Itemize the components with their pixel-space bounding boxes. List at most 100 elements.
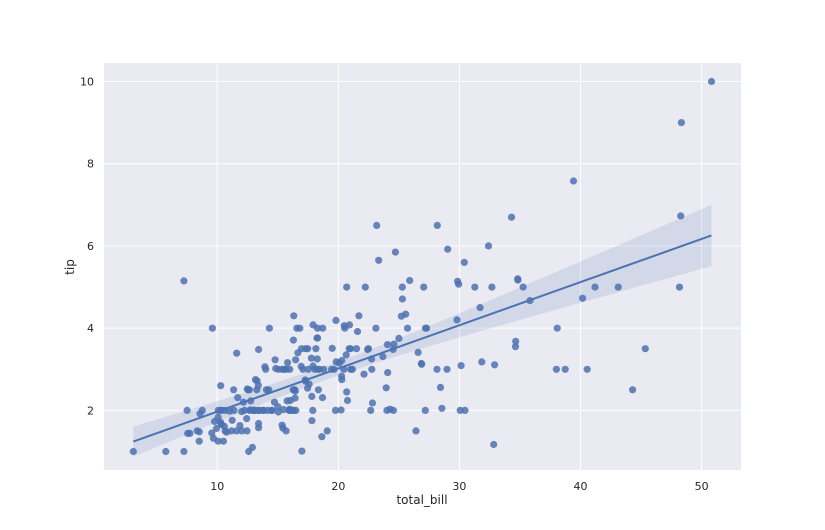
data-point [403, 324, 412, 332]
data-point [367, 406, 375, 414]
data-point [217, 382, 225, 390]
data-point [338, 372, 346, 380]
data-point [343, 283, 351, 291]
data-point [289, 386, 297, 394]
data-point [313, 324, 322, 332]
data-point [553, 324, 561, 332]
data-point [162, 447, 170, 456]
data-point [284, 359, 292, 367]
data-point [512, 337, 520, 345]
data-point [180, 277, 188, 285]
regression-line [132, 234, 712, 443]
data-point [398, 283, 406, 291]
data-point [364, 345, 372, 354]
x-tick-label: 50 [695, 480, 709, 493]
data-point [294, 349, 302, 357]
data-point [223, 428, 231, 436]
data-point [196, 410, 204, 418]
data-point [320, 365, 328, 373]
data-point [347, 365, 355, 373]
data-point [414, 348, 422, 356]
data-point [384, 369, 392, 377]
data-point [129, 447, 137, 456]
data-point [308, 417, 316, 425]
data-point [675, 283, 684, 291]
data-point [343, 388, 351, 396]
data-point [299, 365, 307, 373]
data-point [230, 406, 238, 414]
data-point [491, 361, 499, 369]
data-point [488, 283, 496, 291]
data-point [569, 177, 578, 185]
data-point [233, 349, 241, 357]
data-point [614, 283, 622, 291]
data-point [245, 447, 253, 456]
data-point [471, 283, 479, 291]
data-point [398, 295, 406, 303]
data-point [262, 365, 270, 373]
y-axis-label: tip [63, 259, 77, 275]
data-point [433, 365, 441, 373]
data-point [298, 447, 306, 455]
data-point [345, 345, 353, 353]
data-point [331, 406, 340, 414]
data-point [288, 406, 296, 414]
data-point [412, 427, 420, 435]
y-axis-ticks: 2 4 6 8 10 [80, 76, 94, 418]
x-axis-ticks: 10 20 30 40 50 [210, 480, 708, 493]
data-point [328, 344, 336, 352]
data-point [390, 340, 398, 348]
data-point [232, 427, 241, 435]
data-point [397, 312, 405, 320]
plot-background [104, 63, 741, 470]
data-point [323, 427, 331, 435]
data-point [241, 406, 249, 414]
data-point [478, 358, 486, 366]
data-point [262, 386, 271, 394]
data-point [438, 404, 446, 412]
data-point [460, 258, 468, 266]
data-point [417, 359, 425, 368]
data-point [208, 324, 216, 332]
y-tick-label: 6 [87, 240, 94, 253]
data-point [332, 316, 340, 324]
data-point [304, 345, 312, 353]
data-point [444, 245, 452, 253]
data-point [382, 384, 390, 392]
x-axis-label: total_bill [396, 493, 447, 507]
data-point [282, 427, 290, 435]
data-point [420, 283, 428, 291]
data-point [368, 365, 376, 373]
data-point [433, 221, 441, 229]
data-point [313, 355, 321, 363]
data-point [341, 324, 349, 332]
x-tick-label: 40 [574, 480, 588, 493]
data-point [312, 345, 320, 353]
data-point [271, 356, 279, 364]
data-point [211, 417, 219, 426]
data-point [230, 386, 238, 394]
data-point [319, 324, 327, 332]
data-point [457, 362, 465, 370]
data-point [436, 383, 445, 391]
y-tick-label: 10 [80, 76, 94, 89]
data-point [337, 406, 345, 414]
data-point [314, 386, 322, 394]
data-point [292, 356, 300, 364]
data-point [373, 221, 381, 229]
data-point [212, 424, 221, 433]
data-point [514, 276, 522, 284]
data-point [368, 399, 377, 407]
data-point [355, 312, 363, 320]
data-point [280, 406, 288, 414]
data-point [507, 213, 516, 221]
data-point [583, 365, 591, 373]
data-point [490, 440, 498, 449]
data-point [422, 324, 431, 332]
data-point [443, 365, 451, 373]
data-point [456, 406, 464, 414]
data-point [186, 429, 194, 437]
data-point [421, 406, 429, 414]
data-point [291, 394, 299, 402]
data-point [250, 406, 258, 414]
